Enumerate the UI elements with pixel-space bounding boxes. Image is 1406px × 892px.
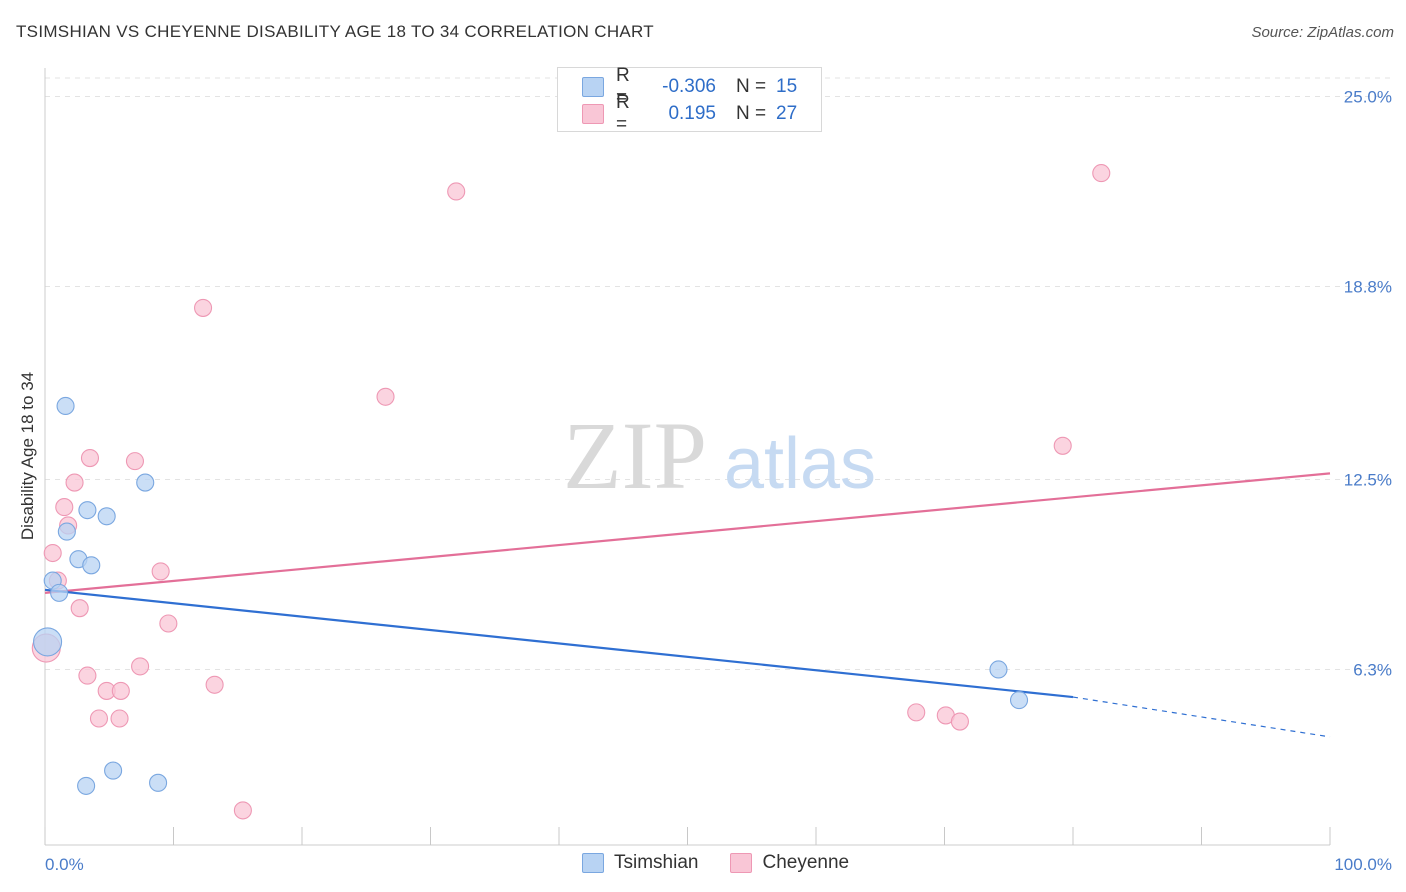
x-tick-labels: 0.0% 100.0% (45, 855, 1392, 874)
cheyenne-point (89, 709, 109, 728)
cheyenne-point (233, 801, 252, 820)
cheyenne-point (78, 666, 97, 685)
series-legend: Tsimshian Cheyenne (582, 852, 881, 874)
watermark-zip: ZIP (563, 402, 707, 509)
tsimshian-point (104, 761, 123, 780)
cheyenne-point (194, 298, 213, 317)
tsimshian-swatch (582, 77, 604, 97)
cheyenne-point (111, 681, 130, 700)
y-tick-labels: 6.3% 12.5% 18.8% 25.0% (1344, 88, 1392, 680)
tsimshian-swatch (582, 853, 604, 873)
cheyenne-point (43, 543, 62, 563)
tsimshian-point (136, 473, 155, 492)
grid-lines (45, 77, 1392, 670)
tsimshian-point (989, 660, 1008, 679)
n-label: N = (736, 76, 767, 97)
data-points (31, 164, 1111, 820)
correlation-legend: R = -0.306 N = 15 R = 0.195 N = 27 (557, 65, 822, 135)
cheyenne-point (1092, 164, 1111, 183)
r-value: 0.195 (668, 103, 716, 124)
chart-title: TSIMSHIAN VS CHEYENNE DISABILITY AGE 18 … (16, 22, 654, 41)
r-value: -0.306 (662, 76, 716, 97)
n-label: N = (736, 103, 767, 124)
watermark: ZIP atlas (563, 402, 876, 509)
tsimshian-point (57, 522, 76, 541)
x-tick-label: 100.0% (1334, 855, 1392, 874)
y-tick-label: 6.3% (1353, 660, 1392, 679)
cheyenne-point (447, 182, 466, 201)
tsimshian-point (50, 583, 69, 602)
n-value: 15 (776, 76, 798, 97)
y-tick-label: 18.8% (1344, 277, 1392, 296)
tsimshian-point (97, 507, 116, 526)
tsimshian-point (82, 556, 101, 575)
cheyenne-point (65, 473, 84, 492)
legend-item-cheyenne: Cheyenne (730, 852, 849, 874)
y-axis-title: Disability Age 18 to 34 (18, 372, 37, 540)
legend-label-tsimshian: Tsimshian (614, 852, 699, 873)
cheyenne-point (205, 675, 224, 694)
r-label: R = (616, 65, 630, 108)
source-label: Source: ZipAtlas.com (1251, 24, 1394, 41)
legend-row-cheyenne: R = 0.195 N = 27 (582, 92, 798, 135)
y-tick-label: 25.0% (1344, 88, 1392, 107)
cheyenne-swatch (730, 853, 753, 873)
cheyenne-point (907, 703, 926, 722)
cheyenne-point (376, 387, 395, 406)
cheyenne-point (950, 712, 969, 731)
cheyenne-swatch (582, 104, 604, 124)
legend-label-cheyenne: Cheyenne (762, 852, 850, 873)
cheyenne-point (110, 709, 129, 728)
tsimshian-point (78, 501, 97, 520)
cheyenne-point (131, 657, 150, 676)
cheyenne-point (151, 562, 170, 581)
legend-item-tsimshian: Tsimshian (582, 852, 698, 874)
cheyenne-point (55, 498, 74, 517)
n-value: 27 (776, 103, 798, 124)
tsimshian-point (149, 773, 168, 792)
tsimshian-trend-line (44, 588, 1074, 699)
cheyenne-point (159, 614, 178, 633)
axes (44, 68, 1331, 846)
y-tick-label: 12.5% (1344, 471, 1392, 490)
cheyenne-trend-line (44, 472, 1331, 594)
trend-lines (44, 472, 1331, 738)
tsimshian-point (56, 396, 75, 416)
tsimshian-point (1009, 691, 1029, 710)
tsimshian-point (33, 627, 63, 657)
x-tick-label: 0.0% (45, 855, 84, 874)
cheyenne-point (1053, 436, 1072, 455)
watermark-atlas: atlas (724, 424, 876, 504)
cheyenne-point (125, 452, 144, 471)
tsimshian-point (77, 776, 96, 795)
r-label: R = (616, 92, 630, 135)
cheyenne-point (70, 599, 89, 618)
cheyenne-point (80, 449, 100, 468)
tsimshian-trend-extension (1072, 696, 1331, 738)
legend-row-tsimshian: R = -0.306 N = 15 (582, 65, 798, 108)
